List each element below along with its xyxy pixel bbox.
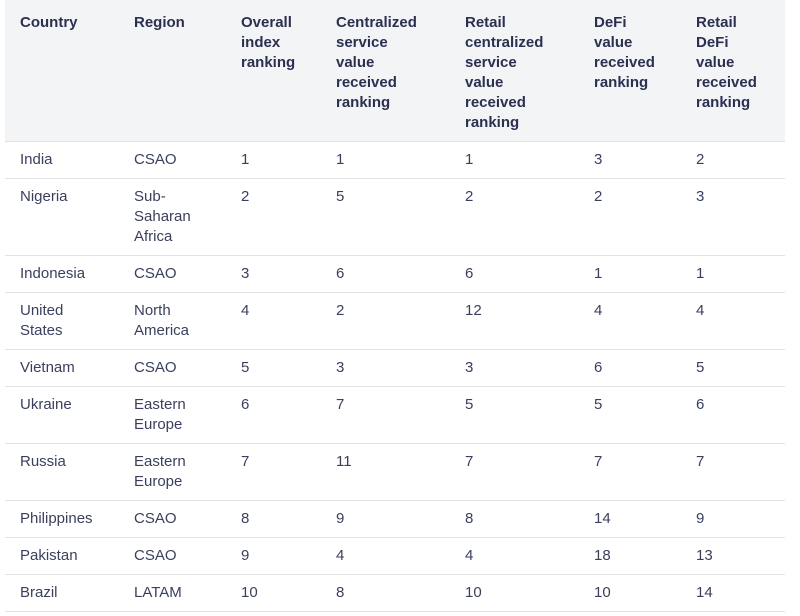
header-row: Country Region Overall index ranking Centra… (5, 0, 785, 142)
table-cell: CSAO (119, 141, 226, 179)
column-header: Retail DeFi value received ranking (681, 0, 785, 142)
table-row: Russia Eastern Europe 7 11 7 7 7 (5, 443, 785, 501)
table-cell: Vietnam (5, 349, 119, 387)
table-cell: 9 (226, 537, 321, 575)
table-cell: 7 (681, 443, 785, 501)
table-cell: 1 (226, 141, 321, 179)
table-row: Vietnam CSAO 5 3 3 6 5 (5, 349, 785, 387)
table-row: Philippines CSAO 8 9 8 14 9 (5, 500, 785, 538)
table-cell: 1 (450, 141, 579, 179)
table-row: Pakistan CSAO 9 4 4 18 13 (5, 537, 785, 575)
table-body: India CSAO 1 1 1 3 2 Nigeria Sub-Saharan Africa 2… (5, 141, 785, 612)
table-cell: Eastern Europe (119, 386, 226, 444)
table-cell: 11 (321, 443, 450, 501)
table-cell: 2 (226, 178, 321, 256)
table-cell: 10 (579, 574, 681, 612)
table-cell: 4 (226, 292, 321, 350)
table-cell: 4 (321, 537, 450, 575)
table-cell: 5 (450, 386, 579, 444)
table-cell: 5 (321, 178, 450, 256)
table-cell: Indonesia (5, 255, 119, 293)
table-row: Brazil LATAM 10 8 10 10 14 (5, 574, 785, 612)
table-cell: 2 (681, 141, 785, 179)
table-cell: 5 (681, 349, 785, 387)
table-cell: 7 (450, 443, 579, 501)
table-row: United States North America 4 2 12 4 4 (5, 292, 785, 350)
table-cell: 3 (321, 349, 450, 387)
table-cell: 12 (450, 292, 579, 350)
table-cell: 14 (579, 500, 681, 538)
table-cell: 3 (681, 178, 785, 256)
table-cell: 6 (450, 255, 579, 293)
table-cell: 2 (579, 178, 681, 256)
table-cell: 5 (226, 349, 321, 387)
table-cell: 7 (226, 443, 321, 501)
table-cell: 6 (681, 386, 785, 444)
table-cell: Russia (5, 443, 119, 501)
table-cell: Brazil (5, 574, 119, 612)
table-cell: 4 (579, 292, 681, 350)
table-cell: Eastern Europe (119, 443, 226, 501)
table-row: Nigeria Sub-Saharan Africa 2 5 2 2 3 (5, 178, 785, 256)
column-header: Centralized service value received ranki… (321, 0, 450, 142)
table-cell: 2 (450, 178, 579, 256)
table-cell: 8 (450, 500, 579, 538)
table-cell: 1 (681, 255, 785, 293)
table-cell: 6 (579, 349, 681, 387)
table-cell: 8 (321, 574, 450, 612)
table-cell: 9 (321, 500, 450, 538)
column-header: Overall index ranking (226, 0, 321, 142)
table-cell: India (5, 141, 119, 179)
table-row: Ukraine Eastern Europe 6 7 5 5 6 (5, 386, 785, 444)
table-cell: 6 (226, 386, 321, 444)
table-cell: Nigeria (5, 178, 119, 256)
column-header: Country (5, 0, 119, 142)
table-cell: 2 (321, 292, 450, 350)
column-header: Retail centralized service value receive… (450, 0, 579, 142)
column-header: DeFi value received ranking (579, 0, 681, 142)
table-cell: North America (119, 292, 226, 350)
table-cell: 8 (226, 500, 321, 538)
table-cell: CSAO (119, 537, 226, 575)
table-cell: 10 (226, 574, 321, 612)
table-cell: 3 (579, 141, 681, 179)
table-cell: Sub-Saharan Africa (119, 178, 226, 256)
table-cell: LATAM (119, 574, 226, 612)
table-cell: CSAO (119, 349, 226, 387)
table-cell: 10 (450, 574, 579, 612)
table-cell: 7 (579, 443, 681, 501)
table-cell: 9 (681, 500, 785, 538)
table-cell: Pakistan (5, 537, 119, 575)
table-cell: 14 (681, 574, 785, 612)
table-row: Indonesia CSAO 3 6 6 1 1 (5, 255, 785, 293)
table-cell: CSAO (119, 255, 226, 293)
table-cell: 7 (321, 386, 450, 444)
table-cell: 4 (450, 537, 579, 575)
table-cell: 5 (579, 386, 681, 444)
ranking-table: Country Region Overall index ranking Centra… (5, 0, 785, 612)
table-cell: 1 (579, 255, 681, 293)
table-cell: 3 (226, 255, 321, 293)
table-cell: 13 (681, 537, 785, 575)
table-cell: 6 (321, 255, 450, 293)
column-header: Region (119, 0, 226, 142)
table-row: India CSAO 1 1 1 3 2 (5, 141, 785, 179)
table-cell: United States (5, 292, 119, 350)
table-cell: CSAO (119, 500, 226, 538)
table-cell: 18 (579, 537, 681, 575)
table-cell: 1 (321, 141, 450, 179)
table-cell: Philippines (5, 500, 119, 538)
table-cell: 3 (450, 349, 579, 387)
table-cell: Ukraine (5, 386, 119, 444)
table-cell: 4 (681, 292, 785, 350)
